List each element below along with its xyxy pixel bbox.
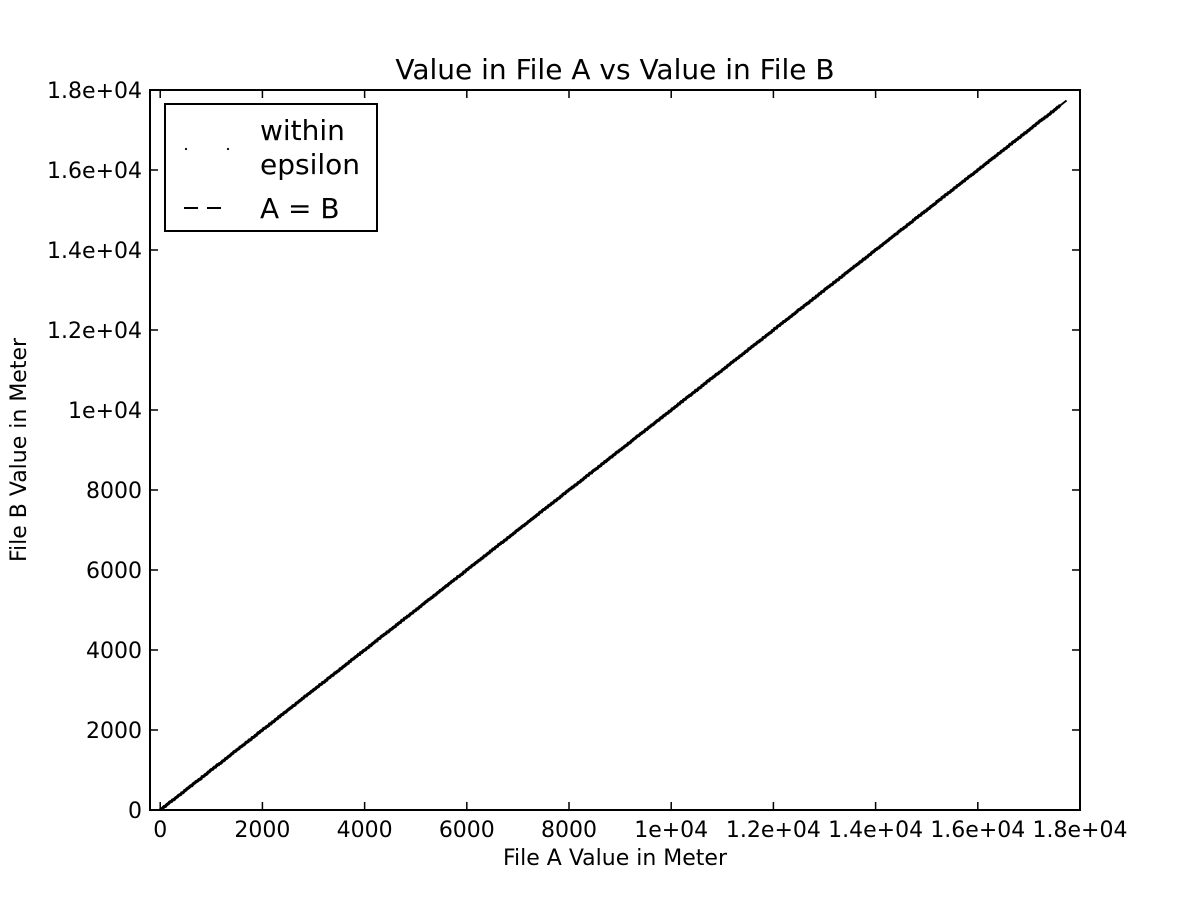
y-tick-label: 6000	[86, 559, 142, 584]
data-point	[156, 811, 159, 814]
y-tick-label: 8000	[86, 479, 142, 504]
x-tick-label: 1e+04	[634, 818, 708, 843]
chart-title: Value in File A vs Value in File B	[395, 53, 834, 86]
legend-label-within-epsilon-line1: within	[260, 114, 345, 147]
series-identity-line	[158, 97, 1071, 810]
legend-label-identity-line: A = B	[260, 192, 340, 225]
x-tick-label: 6000	[439, 818, 495, 843]
data-point	[149, 816, 152, 819]
y-tick-label: 2000	[86, 719, 142, 744]
y-tick-label: 1.2e+04	[47, 319, 142, 344]
data-point	[148, 817, 151, 820]
x-tick-label: 1.2e+04	[726, 818, 821, 843]
y-tick-label: 1.8e+04	[47, 79, 142, 104]
legend-marker-within-epsilon	[226, 147, 230, 151]
data-point	[155, 812, 158, 815]
x-tick-label: 0	[153, 818, 167, 843]
y-tick-label: 1e+04	[68, 399, 142, 424]
y-tick-label: 0	[128, 799, 142, 824]
x-tick-label: 4000	[337, 818, 393, 843]
x-tick-label: 1.4e+04	[828, 818, 923, 843]
data-point	[151, 814, 154, 817]
x-tick-label: 2000	[234, 818, 290, 843]
x-tick-label: 8000	[541, 818, 597, 843]
x-axis-title: File A Value in Meter	[503, 846, 728, 871]
legend-box	[164, 103, 378, 232]
legend: within epsilon A = B	[164, 103, 378, 232]
y-tick-label: 1.4e+04	[47, 239, 142, 264]
legend-marker-within-epsilon	[184, 147, 188, 151]
legend-label-within-epsilon-line2: epsilon	[260, 148, 360, 181]
x-tick-label: 1.8e+04	[1033, 818, 1128, 843]
y-tick-label: 1.6e+04	[47, 159, 142, 184]
data-point	[154, 812, 157, 815]
data-point	[152, 813, 155, 816]
plot-frame	[149, 89, 1081, 811]
y-axis-title: File B Value in Meter	[7, 337, 32, 562]
x-tick-label: 1.6e+04	[930, 818, 1025, 843]
y-tick-label: 4000	[86, 639, 142, 664]
